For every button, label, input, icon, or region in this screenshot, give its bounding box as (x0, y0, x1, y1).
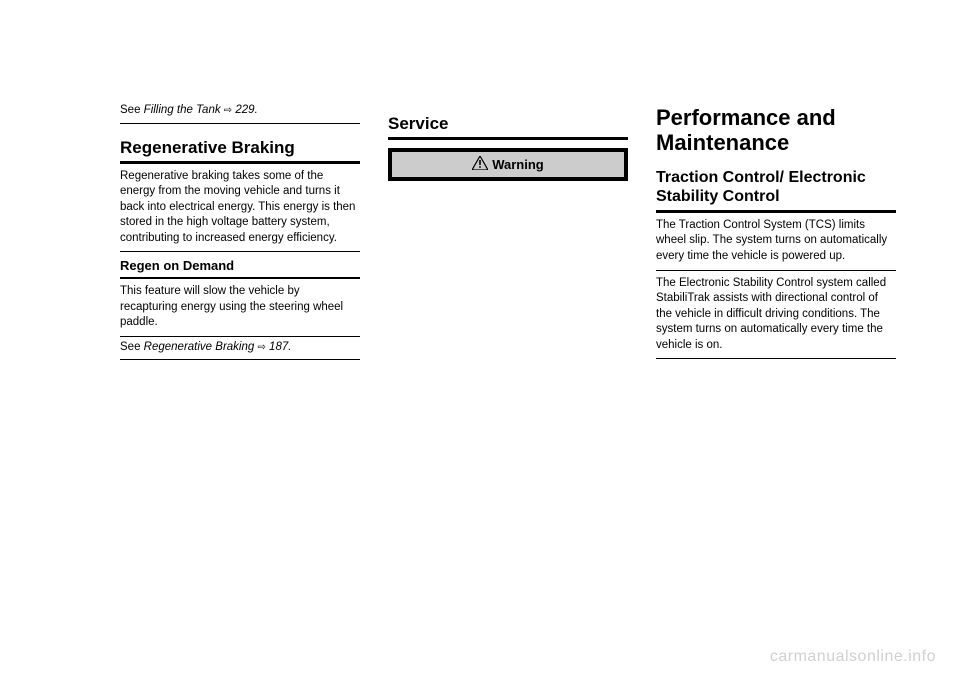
see-prefix: See (120, 104, 144, 116)
heading-regenerative-braking: Regenerative Braking (120, 138, 360, 164)
column-right: Performance and Maintenance Traction Con… (656, 100, 896, 638)
see-filling-page: 229. (232, 104, 258, 116)
see-regen-braking-note: See Regenerative Braking ⇨ 187. (120, 337, 360, 361)
warning-triangle-icon (472, 156, 488, 173)
manual-page: See Filling the Tank ⇨ 229. Regenerative… (0, 0, 960, 678)
see-filling-tank-note: See Filling the Tank ⇨ 229. (120, 100, 360, 124)
see-regen-italic: Regenerative Braking (144, 341, 258, 353)
esc-body: The Electronic Stability Control system … (656, 271, 896, 360)
watermark: carmanualsonline.info (770, 648, 936, 666)
heading-performance-maintenance: Performance and Maintenance (656, 105, 896, 156)
warning-box: Warning (388, 148, 628, 181)
see-regen-page: 187. (266, 341, 292, 353)
subheading-regen-on-demand: Regen on Demand (120, 252, 360, 279)
column-left: See Filling the Tank ⇨ 229. Regenerative… (120, 100, 360, 638)
column-middle: Service Warning (388, 100, 628, 638)
ref-glyph: ⇨ (257, 342, 265, 353)
ref-glyph: ⇨ (224, 105, 232, 116)
see-filling-italic: Filling the Tank (144, 104, 224, 116)
warning-label: Warning (492, 157, 544, 172)
regen-braking-body: Regenerative braking takes some of the e… (120, 164, 360, 253)
subheading-traction-control: Traction Control/ Electronic Stability C… (656, 168, 896, 213)
heading-service: Service (388, 114, 628, 140)
see-prefix: See (120, 341, 144, 353)
regen-on-demand-body: This feature will slow the vehicle by re… (120, 279, 360, 337)
tcs-body: The Traction Control System (TCS) limits… (656, 213, 896, 271)
